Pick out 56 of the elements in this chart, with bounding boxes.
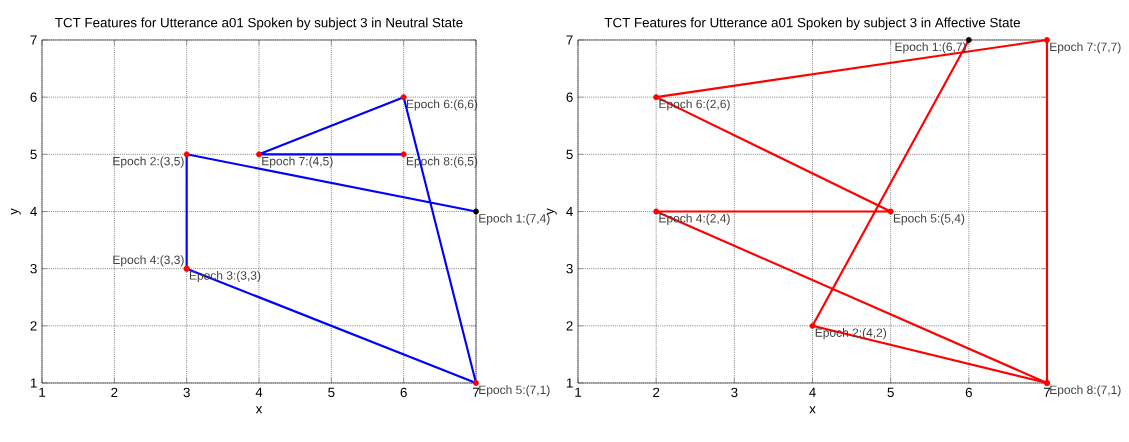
point [653, 208, 660, 215]
y-tick-label: 6 [30, 92, 37, 102]
x-tick-label: 6 [965, 387, 972, 398]
x-tick-label: 5 [887, 387, 894, 397]
x-tick-label: 7 [1043, 387, 1051, 397]
y-tick-label: 5 [30, 149, 37, 159]
x-tick-label: 7 [472, 387, 480, 397]
annotation: Epoch 4:(3,3) [113, 255, 184, 267]
y-tick-label: 4 [30, 206, 37, 217]
annotation: Epoch 1:(7,4) [479, 213, 550, 225]
point [256, 151, 262, 158]
y-axis-title: y [546, 208, 557, 215]
annotation: Epoch 8:(7,1) [1050, 385, 1121, 397]
x-tick-label: 2 [653, 387, 660, 398]
y-axis-title: y [10, 208, 21, 215]
y-tick-label: 1 [30, 378, 37, 388]
point [473, 380, 479, 386]
y-tick-label: 2 [566, 321, 573, 331]
point [400, 151, 407, 158]
y-tick-label: 3 [566, 263, 573, 274]
point [887, 208, 894, 215]
annotation: Epoch 5:(5,4) [893, 213, 965, 225]
annotation: Epoch 5:(7,1) [479, 385, 550, 397]
annotation: Epoch 7:(7,7) [1050, 42, 1121, 54]
x-tick-label: 6 [400, 387, 407, 398]
chart-title: TCT Features for Utterance a01 Spoken by subject 3 in Affective State [604, 17, 1020, 30]
point [965, 37, 972, 43]
point [400, 94, 407, 101]
y-tick-label: 7 [566, 35, 573, 45]
x-tick-label: 3 [731, 387, 738, 398]
x-tick-label: 5 [328, 387, 335, 397]
x-tick-label: 4 [255, 387, 263, 397]
y-tick-label: 1 [566, 378, 573, 388]
x-tick-label: 4 [809, 387, 816, 397]
x-tick-label: 2 [111, 387, 118, 398]
annotation: Epoch 6:(6,6) [406, 99, 478, 111]
x-tick-label: 1 [39, 387, 46, 397]
y-tick-label: 2 [30, 321, 37, 331]
point [1044, 37, 1050, 43]
y-tick-label: 6 [566, 92, 573, 102]
x-tick-label: 1 [575, 387, 582, 397]
chart-title: TCT Features for Utterance a01 Spoken by subject 3 in Neutral State [55, 17, 463, 30]
annotation: Epoch 2:(3,5) [113, 156, 184, 168]
point [473, 208, 479, 215]
x-tick-label: 3 [183, 387, 190, 398]
x-axis-title: x [809, 406, 816, 414]
annotation: Epoch 7:(4,5) [262, 156, 333, 168]
annotation: Epoch 2:(4,2) [815, 328, 887, 340]
point [653, 94, 660, 101]
y-tick-label: 4 [566, 206, 573, 217]
point [809, 322, 816, 329]
point [183, 151, 190, 158]
y-tick-label: 3 [30, 263, 37, 274]
y-tick-label: 7 [30, 35, 37, 45]
y-tick-label: 5 [566, 149, 573, 159]
x-axis-title: x [255, 406, 263, 414]
